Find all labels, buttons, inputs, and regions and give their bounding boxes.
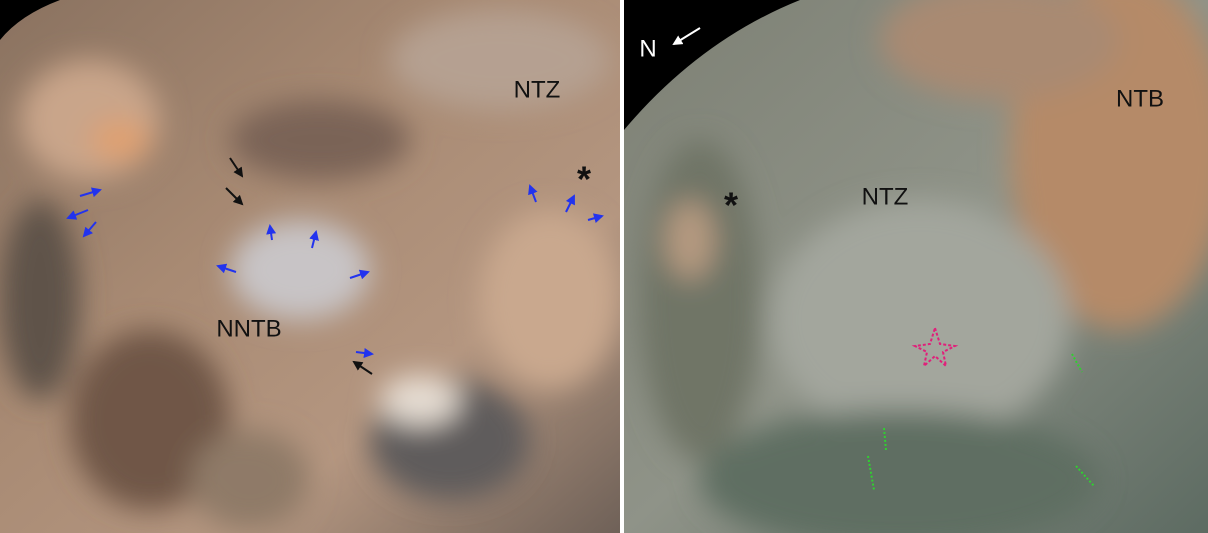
region-label: NNTB	[216, 315, 281, 342]
body: NTZ * NNTB N NTB NTZ * (() => { const da…	[0, 0, 1208, 533]
region-label: NTZ	[514, 76, 561, 103]
left-image: NTZ * NNTB	[0, 0, 620, 533]
marker-label: *	[724, 185, 738, 226]
divider	[620, 0, 624, 533]
north-label: N	[639, 35, 656, 62]
region-label: NTB	[1116, 85, 1164, 112]
region-label: NTZ	[862, 183, 909, 210]
page: {"left_panel": {"labels": ["NTZ", "*", "…	[0, 0, 1208, 533]
figure: NTZ * NNTB N NTB NTZ *	[0, 0, 1208, 533]
marker-label: *	[577, 159, 591, 200]
right-image: N NTB NTZ *	[624, 0, 1208, 533]
